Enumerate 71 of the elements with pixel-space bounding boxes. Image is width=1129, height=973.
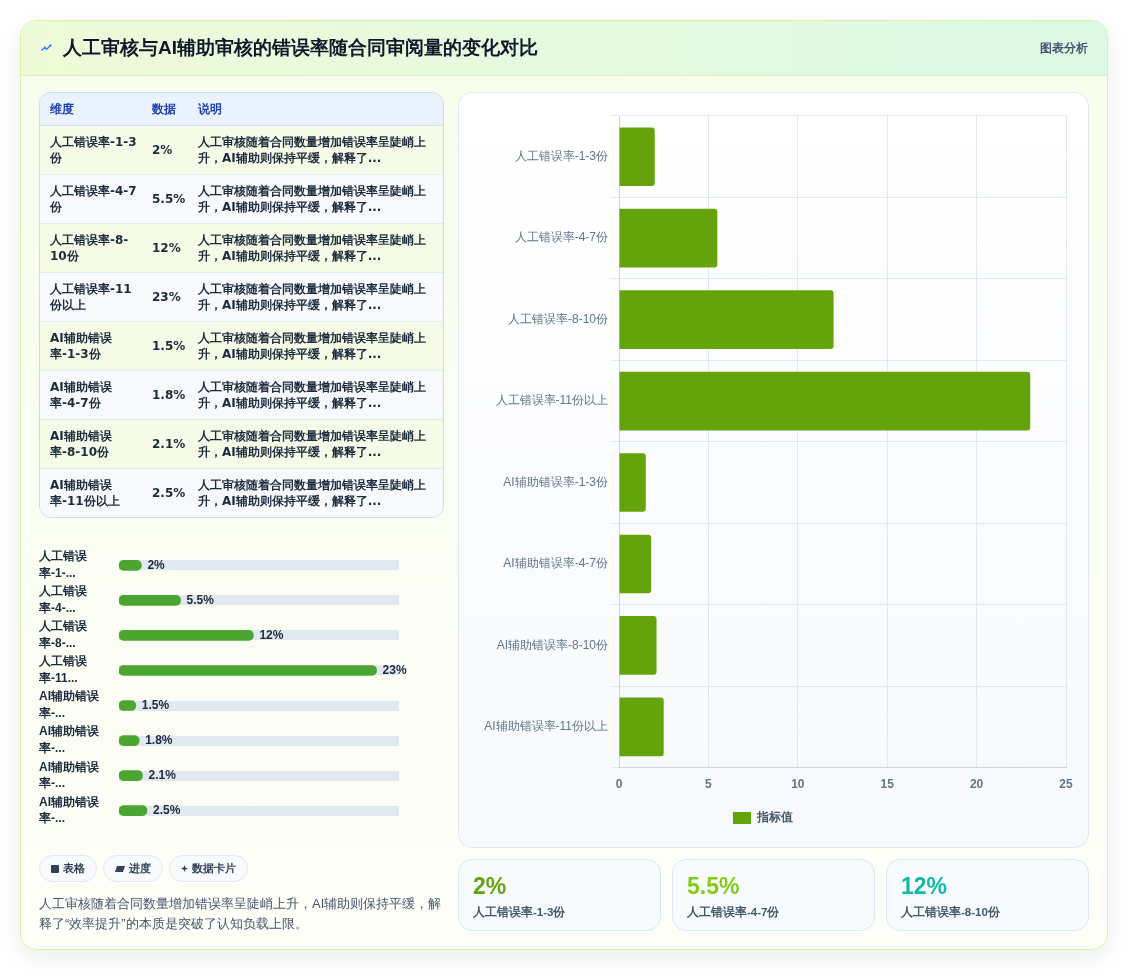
data-label: 12%	[259, 627, 284, 642]
y-tick-label: 人工错误率-8-...	[38, 619, 88, 651]
text: 12%	[901, 873, 948, 899]
text: 人工审核随着合同数量增加错误率呈陡峭上升，AI辅助则保持平缓，解释了...	[198, 469, 443, 517]
text: 数据	[152, 93, 198, 126]
data-label: 2.1%	[148, 767, 177, 782]
y-tick-label: 人工错误率-8-10份	[507, 311, 608, 326]
bar	[619, 616, 657, 675]
bar	[619, 453, 646, 512]
text: 进度	[129, 861, 151, 876]
y-tick-label: AI辅助错误率-...	[38, 689, 100, 721]
text: 23%	[152, 290, 181, 304]
y-tick-label: AI辅助错误率-11份以上	[484, 719, 608, 734]
data-label: 1.8%	[145, 732, 173, 747]
text: 人工审核随着合同数量增加错误率呈陡峭上升，AI辅助则保持平缓，解释了...	[198, 420, 443, 469]
text: 2%	[152, 143, 173, 157]
x-tick-label: 5	[705, 777, 713, 792]
text: 12%	[152, 241, 181, 255]
x-tick-label: 15	[880, 777, 895, 792]
text: 人工审核随着合同数量增加错误率呈陡峭上升，AI辅助则保持平缓，解释了...	[198, 273, 443, 322]
bar	[619, 127, 655, 187]
x-tick-label: 25	[1059, 777, 1073, 792]
y-tick-label: 人工错误率-4-...	[38, 584, 88, 616]
y-tick-label: 人工错误率-1-...	[38, 549, 88, 581]
text: 人工审核随着合同数量增加错误率呈陡峭上升，AI辅助则保持平缓，解释了...	[198, 175, 443, 224]
y-tick-label: 人工错误率-1-3份	[514, 149, 608, 164]
bar	[619, 290, 834, 349]
category-label: 人工错误率-1-3份	[473, 905, 566, 920]
category-label: 人工错误率-8-10份	[901, 905, 1000, 920]
chart-title: 图表分析	[1040, 40, 1088, 56]
bar	[619, 371, 1031, 431]
text: 数据卡片	[192, 861, 236, 876]
y-tick-label: AI辅助错误率-...	[38, 794, 100, 826]
text: 2.5%	[152, 486, 186, 500]
bar	[119, 595, 181, 606]
y-tick-label: AI辅助错误率-...	[38, 759, 100, 791]
text: 人工审核随着合同数量增加错误率呈陡峭上升，AI辅助则保持平缓，解释了“效率提升”的本质是突破了认知负载上限。	[39, 895, 443, 933]
category-label: 人工错误率-4-7份	[687, 905, 780, 920]
text: 1.8%	[152, 388, 186, 402]
legend-label: 指标值	[756, 810, 793, 825]
text: 2%	[473, 873, 507, 899]
text: 人工审核随着合同数量增加错误率呈陡峭上升，AI辅助则保持平缓，解释了...	[198, 371, 443, 420]
data-label: 5.5%	[186, 592, 215, 607]
bar	[619, 208, 718, 268]
text: 人工审核与AI辅助审核的错误率随合同审阅量的变化对比	[63, 36, 538, 60]
y-tick-label: 人工错误率-11份以上	[495, 393, 608, 408]
text: 2.1%	[152, 437, 186, 451]
text: 说明	[198, 93, 443, 126]
text: 1.5%	[152, 339, 186, 353]
text: 维度	[40, 93, 152, 126]
data-label: 2.5%	[153, 802, 181, 817]
text: 5.5%	[152, 192, 186, 206]
bar	[619, 697, 664, 757]
data-label: 23%	[382, 662, 407, 677]
y-tick-label: AI辅助错误率-8-10份	[496, 637, 608, 652]
x-tick-label: 10	[791, 777, 805, 792]
text: 人工审核随着合同数量增加错误率呈陡峭上升，AI辅助则保持平缓，解释了...	[198, 126, 443, 175]
y-tick-label: 人工错误率-11...	[38, 654, 88, 686]
x-tick-label: 0	[615, 777, 623, 792]
data-label: 1.5%	[141, 697, 170, 712]
x-tick-label: 20	[969, 777, 984, 792]
text: 人工审核随着合同数量增加错误率呈陡峭上升，AI辅助则保持平缓，解释了...	[198, 322, 443, 371]
y-tick-label: AI辅助错误率-1-3份	[503, 474, 608, 489]
bar	[619, 534, 652, 594]
text: 表格	[63, 861, 85, 876]
text: 人工审核随着合同数量增加错误率呈陡峭上升，AI辅助则保持平缓，解释了...	[198, 224, 443, 273]
text: 5.5%	[687, 873, 740, 899]
y-tick-label: AI辅助错误率-4-7份	[503, 556, 608, 571]
y-tick-label: 人工错误率-4-7份	[514, 230, 608, 245]
data-label: 2%	[147, 557, 166, 572]
y-tick-label: AI辅助错误率-...	[38, 724, 100, 756]
